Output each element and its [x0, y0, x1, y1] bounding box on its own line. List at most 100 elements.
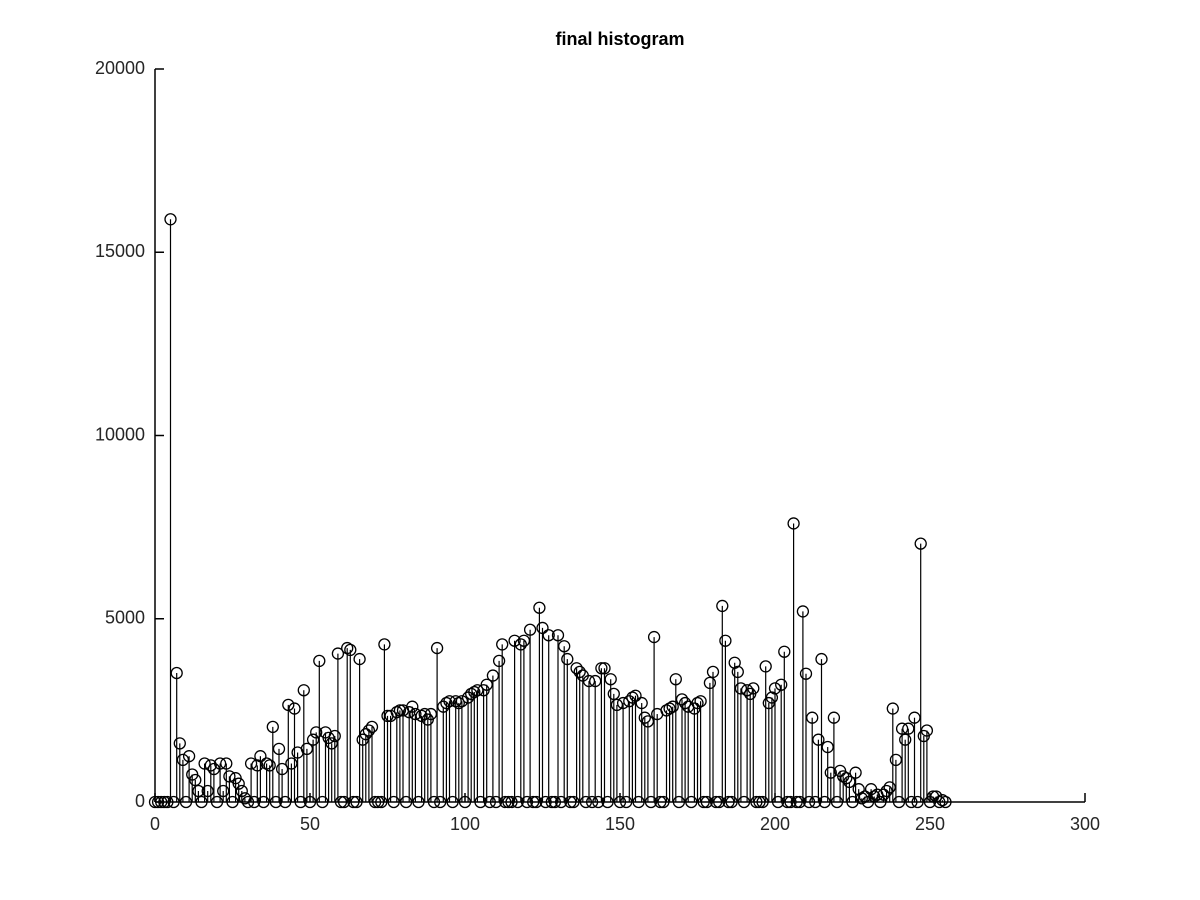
- stem-marker: [334, 795, 348, 809]
- stem-marker: [613, 795, 627, 809]
- stem-marker: [344, 643, 357, 657]
- stem-marker: [610, 698, 624, 712]
- x-tick-label: 0: [150, 814, 160, 834]
- stem-marker: [455, 695, 469, 708]
- stem-marker: [892, 795, 906, 809]
- stem-marker: [706, 665, 720, 679]
- stem-marker: [911, 795, 924, 809]
- stem-marker: [530, 795, 543, 809]
- stem-marker: [415, 709, 428, 723]
- stem-marker: [697, 795, 710, 809]
- y-tick-label: 20000: [95, 58, 145, 78]
- stem-marker: [294, 795, 307, 809]
- stem-marker: [775, 678, 788, 691]
- stem-marker: [784, 795, 797, 809]
- stem-marker: [756, 795, 769, 809]
- stem-marker: [269, 795, 283, 809]
- stem-marker: [573, 665, 586, 679]
- stem-marker: [297, 684, 310, 697]
- stem-marker: [889, 753, 903, 767]
- stem-marker: [148, 795, 162, 809]
- stem-marker: [768, 682, 782, 695]
- stem-marker: [313, 654, 326, 668]
- stem-marker: [275, 762, 289, 776]
- stem-marker: [778, 645, 791, 658]
- stem-marker: [533, 601, 546, 614]
- stem-marker: [204, 759, 217, 772]
- stem-marker: [589, 674, 602, 688]
- stem-marker: [548, 795, 562, 809]
- stem-marker: [176, 753, 190, 767]
- stem-marker: [266, 720, 279, 734]
- stem-marker: [933, 795, 946, 809]
- stem-marker: [260, 757, 273, 770]
- stem-marker: [468, 685, 481, 699]
- stem-marker: [821, 740, 834, 754]
- stem-marker: [508, 634, 521, 647]
- stem-marker: [908, 711, 921, 724]
- stem-marker: [195, 795, 208, 809]
- stem-marker: [155, 795, 168, 809]
- stem-marker: [244, 757, 258, 770]
- stem-marker: [201, 784, 214, 798]
- stem-marker: [815, 652, 828, 666]
- stem-marker: [790, 795, 803, 809]
- stem-marker: [492, 654, 506, 668]
- stem-marker: [582, 674, 596, 688]
- stem-marker: [654, 795, 667, 809]
- stem-marker: [424, 707, 438, 721]
- stem-marker: [700, 795, 713, 809]
- stem-marker: [644, 795, 658, 809]
- stem-marker: [254, 750, 267, 763]
- stem-marker: [527, 795, 540, 809]
- stem-marker: [812, 733, 825, 746]
- stem-marker: [753, 795, 766, 809]
- stem-marker: [539, 795, 552, 809]
- stem-marker: [365, 720, 379, 734]
- stem-marker: [282, 698, 295, 712]
- stem-marker: [551, 629, 565, 642]
- stem-marker: [480, 678, 493, 691]
- stem-marker: [440, 696, 453, 710]
- stem-marker: [678, 696, 692, 710]
- stem-marker: [561, 652, 574, 666]
- stem-marker: [353, 652, 366, 666]
- y-tick-label: 5000: [105, 608, 145, 628]
- stem-marker: [248, 795, 261, 809]
- stem-marker: [272, 742, 286, 756]
- stem-marker: [827, 711, 841, 724]
- stem-marker: [737, 795, 751, 809]
- stem-marker: [263, 759, 276, 772]
- stem-marker: [796, 605, 810, 618]
- stem-marker: [874, 795, 887, 809]
- stem-marker: [849, 766, 862, 779]
- stem-marker: [663, 702, 676, 715]
- stem-marker: [852, 783, 865, 796]
- stem-marker: [517, 634, 531, 647]
- stem-marker: [217, 784, 230, 798]
- stem-marker: [387, 795, 400, 809]
- stem-marker: [722, 795, 735, 809]
- stem-marker: [368, 795, 382, 809]
- stem-marker: [877, 788, 890, 801]
- stem-marker: [601, 795, 614, 809]
- stem-marker: [434, 795, 447, 809]
- stem-marker: [799, 667, 813, 680]
- stem-marker: [604, 673, 617, 686]
- stem-marker: [486, 669, 500, 682]
- stem-marker: [740, 684, 754, 697]
- stem-marker: [830, 795, 844, 809]
- stem-marker: [449, 695, 462, 708]
- stem-marker: [567, 795, 580, 809]
- x-tick-label: 300: [1070, 814, 1100, 834]
- stem-marker: [635, 696, 648, 710]
- stem-marker: [430, 641, 444, 655]
- stem-marker: [189, 773, 202, 787]
- stem-marker: [496, 638, 509, 651]
- stem-marker: [818, 795, 831, 809]
- stem-marker: [328, 729, 341, 743]
- stem-marker: [657, 795, 670, 809]
- stem-marker: [350, 795, 363, 809]
- stem-marker: [325, 737, 338, 750]
